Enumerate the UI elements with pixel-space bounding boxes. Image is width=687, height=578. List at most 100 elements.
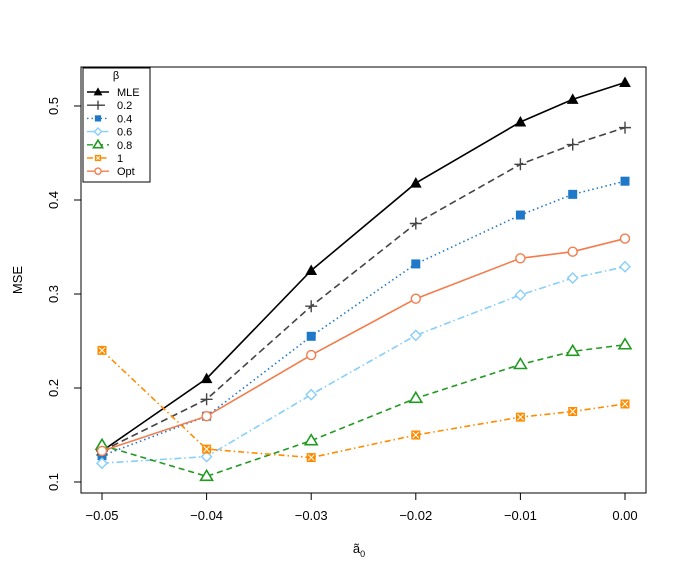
legend-marker <box>94 154 102 162</box>
data-point <box>515 253 526 264</box>
x-axis-label-main: ã <box>353 541 361 556</box>
x-tick-label: −0.04 <box>190 508 223 523</box>
series-mle <box>96 76 631 456</box>
data-point <box>411 259 421 269</box>
data-point <box>566 272 579 285</box>
data-point <box>515 412 525 422</box>
legend-item: 0.4 <box>87 113 132 125</box>
data-point <box>620 176 630 186</box>
legend-item: 0.2 <box>87 100 132 112</box>
data-point <box>514 115 527 127</box>
legend-label: MLE <box>117 87 140 99</box>
legend-marker <box>93 127 103 137</box>
marker-cross <box>621 400 629 408</box>
data-point <box>619 76 631 87</box>
data-point <box>409 177 422 188</box>
legend-box <box>82 67 151 183</box>
data-point <box>620 399 630 409</box>
data-point <box>96 457 108 470</box>
data-point <box>619 233 631 244</box>
data-point <box>303 433 319 446</box>
legend-label: 0.8 <box>117 140 132 152</box>
data-point <box>96 445 108 457</box>
marker-cross <box>98 347 106 354</box>
data-point <box>202 444 212 454</box>
data-point <box>566 93 579 104</box>
series-1 <box>97 345 630 463</box>
legend-label: 0.4 <box>117 113 132 125</box>
x-axis-label: ã0 <box>353 541 365 559</box>
series-layer <box>94 76 633 482</box>
marker-cross <box>412 431 420 439</box>
data-point <box>409 217 422 230</box>
data-point <box>565 343 581 357</box>
marker-cross <box>96 156 100 160</box>
x-tick-label: −0.02 <box>399 508 432 523</box>
legend-item: 0.8 <box>87 138 132 152</box>
legend-label: 1 <box>117 153 123 165</box>
data-point <box>305 264 318 275</box>
x-tick-label: −0.01 <box>504 508 537 523</box>
plot-frame <box>80 66 647 494</box>
data-point <box>617 337 633 350</box>
series-opt <box>96 233 631 457</box>
series-0-8 <box>94 337 633 482</box>
data-point <box>619 121 631 134</box>
legend-marker <box>94 115 102 122</box>
data-point <box>514 288 527 301</box>
legend-item: 0.6 <box>87 127 132 139</box>
y-axis-label: MSE <box>10 266 25 295</box>
legend-title: β <box>113 70 119 82</box>
series-0-6 <box>96 260 631 470</box>
data-point <box>568 189 578 199</box>
data-point <box>200 372 213 384</box>
y-tick-label: 0.1 <box>46 473 61 491</box>
data-point <box>306 349 317 361</box>
data-point <box>408 390 424 404</box>
legend-label: Opt <box>117 166 135 178</box>
y-tick-label: 0.2 <box>46 379 61 397</box>
data-point <box>200 393 213 406</box>
data-point <box>514 158 527 171</box>
data-point <box>411 430 421 440</box>
data-point <box>568 407 578 416</box>
data-point <box>512 356 528 370</box>
data-point <box>306 453 316 463</box>
data-point <box>306 331 316 341</box>
legend-marker <box>93 87 103 96</box>
x-tick-label: 0.00 <box>612 508 637 523</box>
data-point <box>515 210 525 220</box>
y-tick-label: 0.5 <box>46 97 61 115</box>
data-point <box>97 345 107 355</box>
data-point <box>619 260 631 273</box>
data-point <box>567 246 578 257</box>
legend-item: 1 <box>87 153 123 165</box>
x-tick-label: −0.05 <box>86 508 119 523</box>
y-tick-label: 0.4 <box>46 191 61 209</box>
data-point <box>410 293 421 304</box>
legend-marker <box>94 167 102 175</box>
legend-marker <box>91 138 105 149</box>
marker-cross <box>203 445 210 453</box>
marker-cross <box>307 454 315 461</box>
marker-cross <box>569 408 577 415</box>
legend-marker <box>93 100 103 110</box>
data-point <box>305 300 318 313</box>
data-point <box>305 388 318 401</box>
marker-cross <box>517 413 524 421</box>
data-point <box>409 329 422 342</box>
data-point <box>566 138 579 151</box>
legend-label: 0.6 <box>117 127 132 139</box>
axes-layer: −0.05 −0.04 −0.03 −0.02 −0.01 0.00 0.1 0.2 0.3 0.… <box>46 97 638 523</box>
x-axis-label-sub: 0 <box>360 549 365 559</box>
x-tick-label: −0.03 <box>295 508 328 523</box>
data-point <box>201 411 212 422</box>
y-tick-label: 0.3 <box>46 285 61 303</box>
legend-item: MLE <box>87 87 140 99</box>
legend-label: 0.2 <box>117 100 132 112</box>
data-point <box>199 468 215 482</box>
legend-item: Opt <box>87 166 135 178</box>
data-point <box>200 450 213 463</box>
